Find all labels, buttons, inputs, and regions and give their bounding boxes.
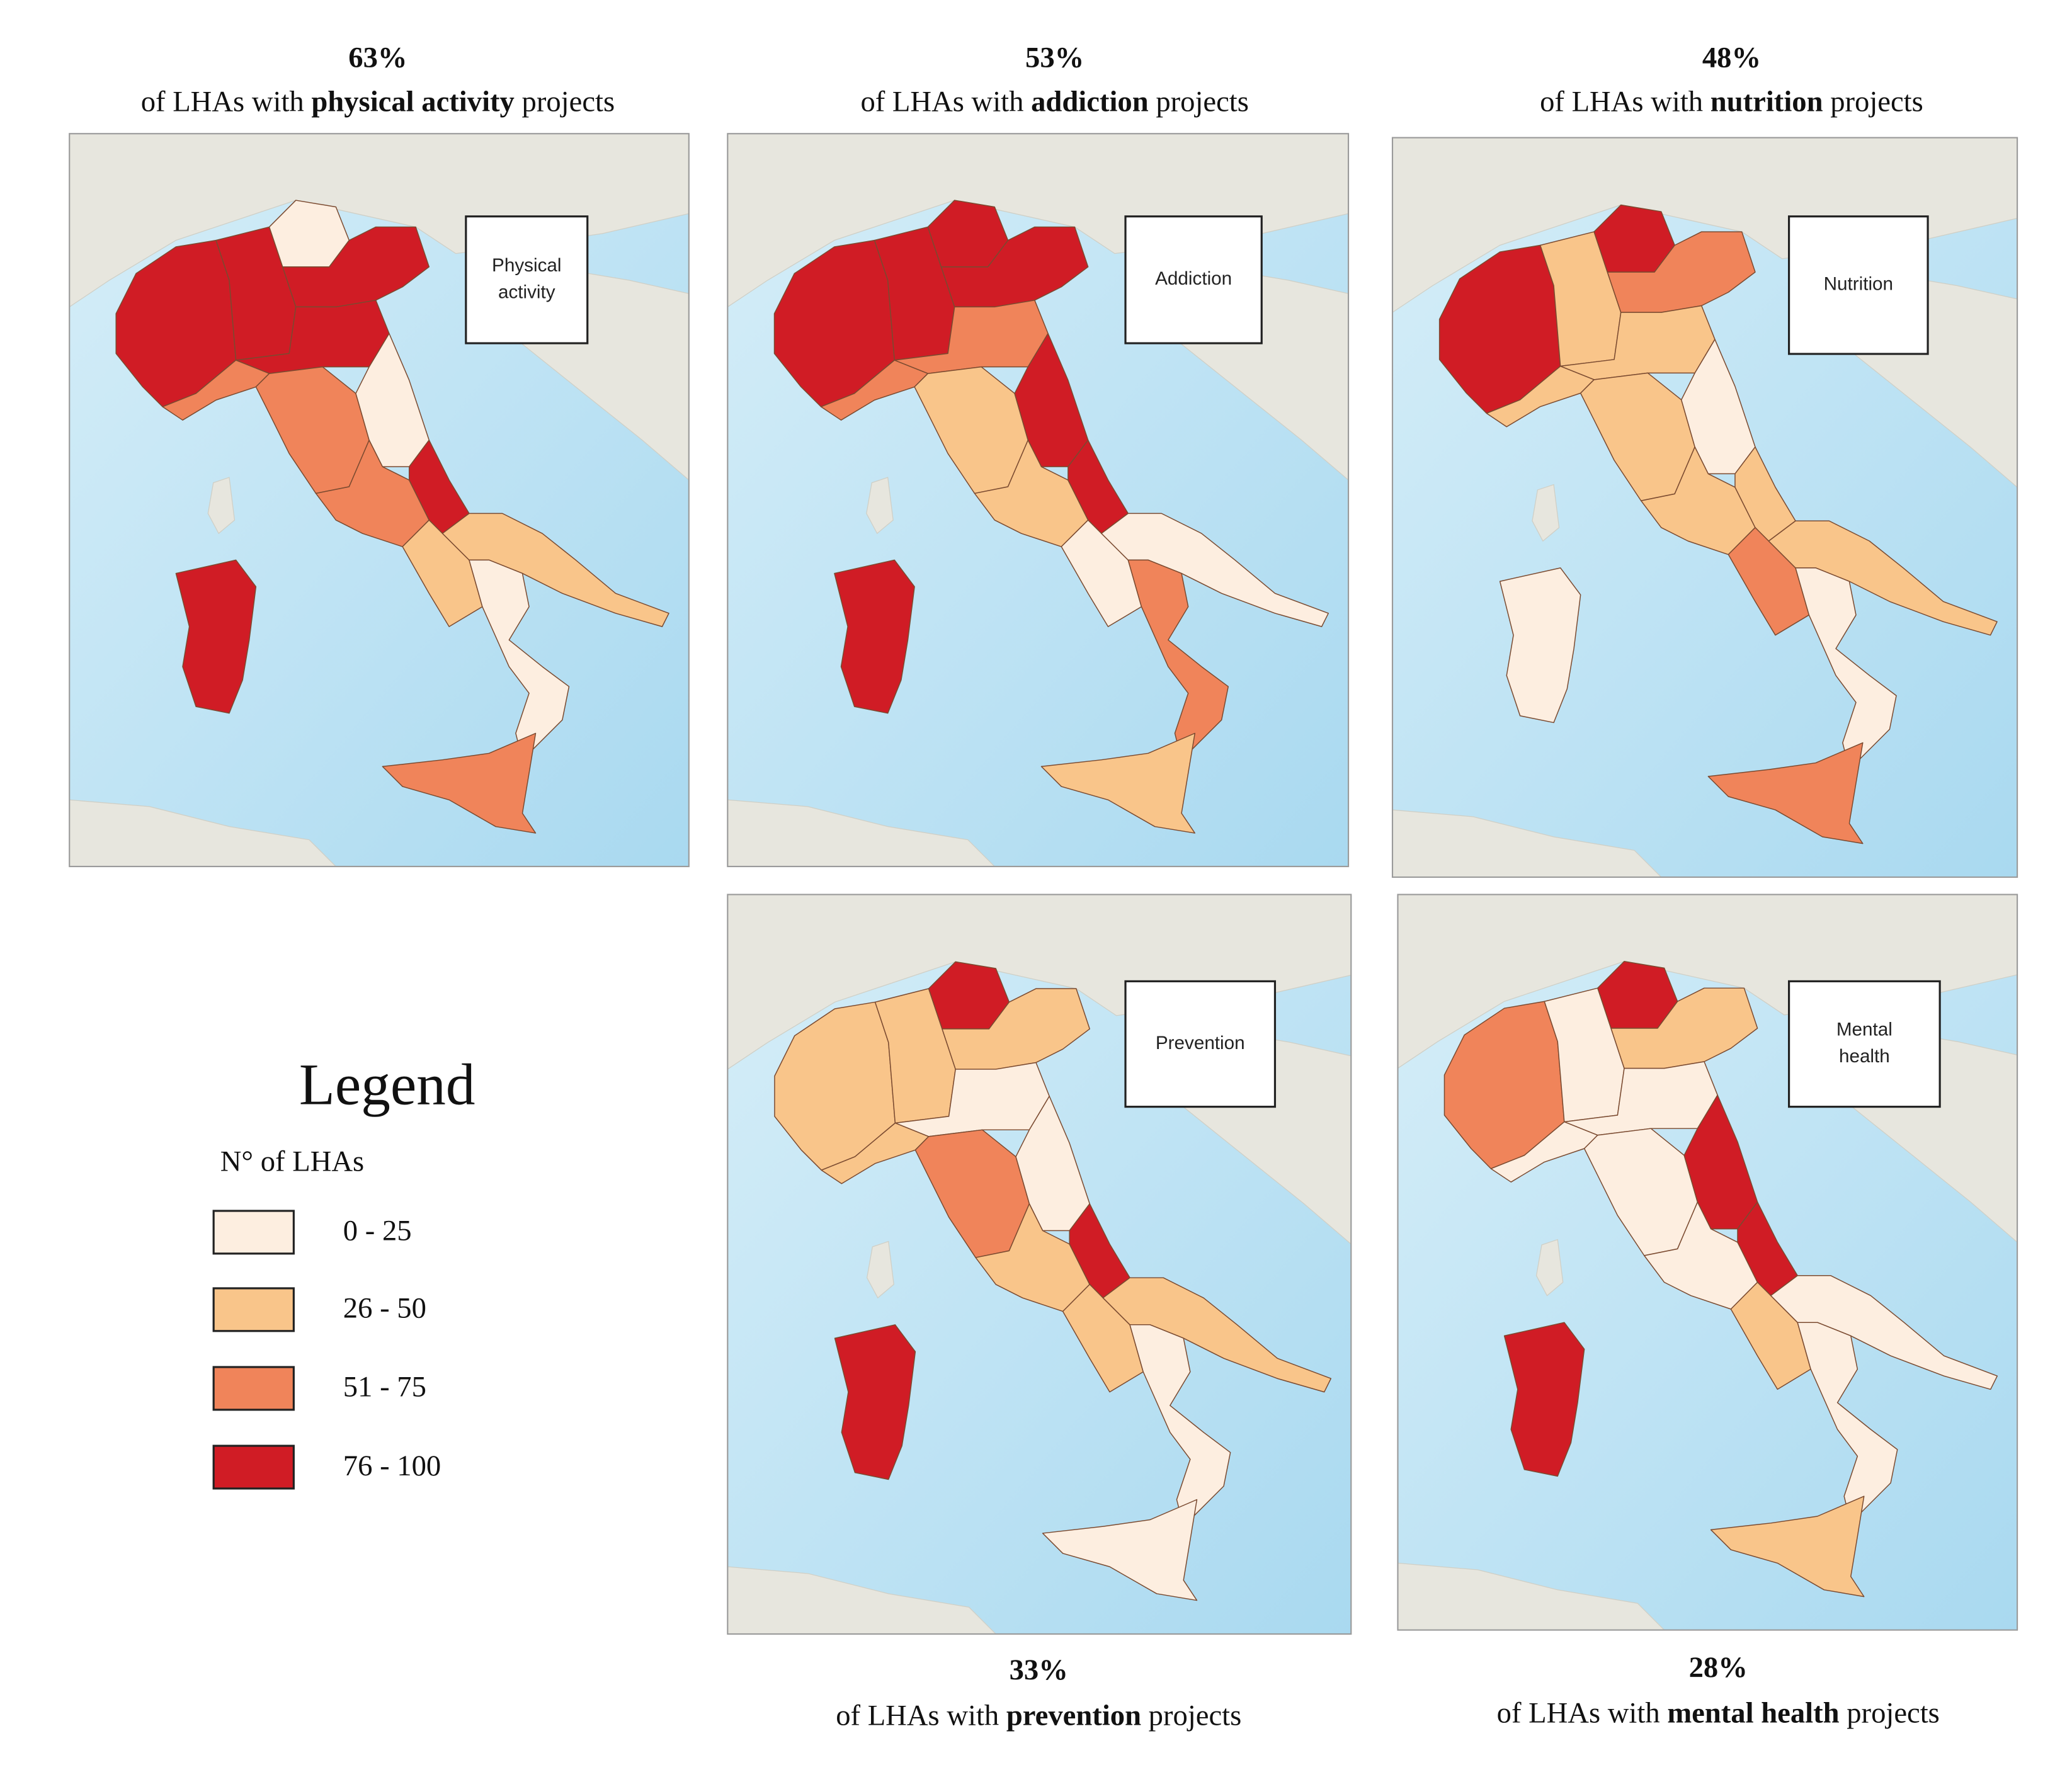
region [834,1324,916,1480]
legend-swatch [212,1366,295,1411]
caption: of LHAs with mental health projects [1497,1696,1940,1729]
region [1129,1324,1231,1527]
map-frame [727,894,1352,1635]
region [1607,231,1756,313]
caption-emphasis: nutrition [1711,85,1823,118]
legend-swatch [212,1287,295,1332]
legend: Legend N° of LHAs 0 - 25 26 - 50 51 - 75 76 -… [212,1053,475,1490]
map-frame [69,133,690,868]
box-label: activity [498,281,555,302]
caption: of LHAs with addiction projects [860,85,1248,118]
region [942,988,1090,1070]
land [1532,484,1560,542]
caption-text: of LHAs with [860,85,1023,118]
legend-label: 26 - 50 [343,1292,426,1325]
region [469,559,570,761]
caption-emphasis: mental health [1667,1696,1839,1729]
region [175,559,257,714]
legend-swatch [212,1444,295,1490]
region [1127,559,1229,761]
caption-text: of LHAs with [1540,85,1703,118]
label-box [465,215,589,344]
region [1499,567,1581,724]
region [1797,1322,1898,1524]
legend-title: Legend [299,1053,475,1118]
caption-emphasis: physical activity [311,85,514,118]
region [1707,742,1864,844]
legend-label: 0 - 25 [343,1215,412,1247]
percent: 28% [1689,1651,1748,1684]
percent: 53% [1025,41,1084,74]
legend-label: 76 - 100 [343,1450,441,1482]
map-frame [1397,894,2018,1631]
percent: 48% [1702,41,1761,74]
land [866,477,894,535]
land [866,1240,894,1299]
map-panel: Prevention 33% of LHAs with prevention proje… [727,894,1352,1732]
box-label: health [1839,1046,1890,1067]
region [1610,987,1758,1069]
percent: 63% [348,41,407,74]
box-label: Physical [492,255,561,276]
caption-text: of LHAs with [1497,1696,1660,1729]
caption: of LHAs with prevention projects [836,1699,1241,1732]
region [282,226,430,308]
box-label: Addiction [1155,268,1232,289]
box-label: Prevention [1156,1033,1245,1053]
label-box [1124,980,1277,1108]
legend-label: 51 - 75 [343,1371,426,1404]
caption-emphasis: prevention [1006,1699,1141,1732]
legend-swatch [212,1210,295,1255]
region [1503,1322,1585,1477]
region [1040,732,1196,834]
land [207,477,236,535]
region [382,732,537,834]
label-box [1788,980,1941,1108]
caption-text: of LHAs with [836,1699,999,1732]
region [940,226,1089,308]
region [834,559,915,714]
caption-text: projects [522,85,615,118]
caption-text: projects [1830,85,1923,118]
map-frame [727,133,1350,868]
box-label: Mental [1836,1019,1893,1040]
map-panel: Nutrition 48% of LHAs with nutrition project… [1391,41,2018,878]
caption-text: of LHAs with [141,85,304,118]
region [1042,1499,1198,1601]
map-panel: Mental health 28% of LHAs with mental health… [1397,894,2018,1729]
land [1535,1239,1564,1297]
label-box [1788,215,1929,355]
caption-text: projects [1156,85,1249,118]
caption-emphasis: addiction [1031,85,1149,118]
percent: 33% [1010,1654,1068,1686]
region [1795,567,1897,770]
caption: of LHAs with physical activity projects [141,85,615,118]
caption: of LHAs with nutrition projects [1540,85,1923,118]
box-label: Nutrition [1824,274,1893,295]
legend-subtitle: N° of LHAs [220,1145,364,1178]
map-panel: Physical activity 63% of LHAs with physical … [69,41,690,868]
caption-text: projects [1847,1696,1940,1729]
label-box [1124,215,1263,344]
caption-text: projects [1149,1699,1242,1732]
region [1710,1495,1865,1598]
map-frame [1391,137,2018,878]
